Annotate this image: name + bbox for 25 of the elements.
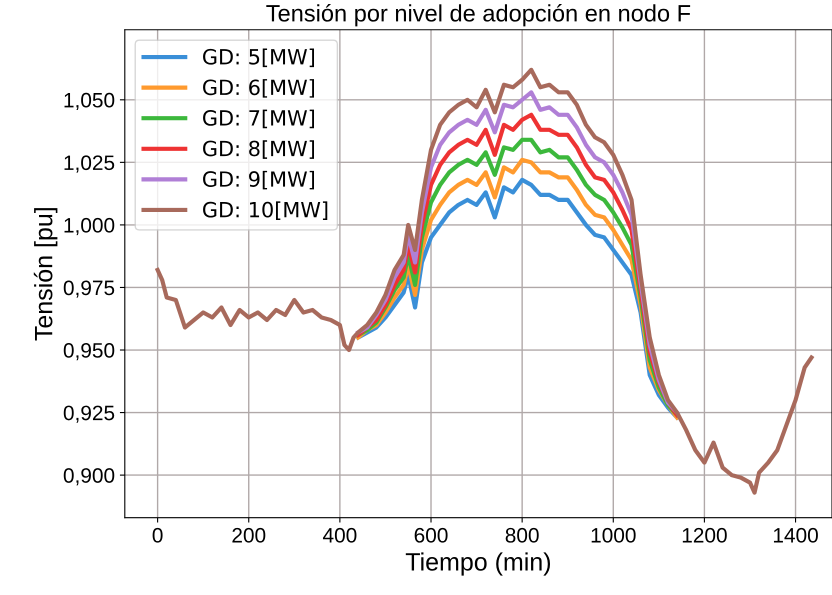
legend-label: GD: 10[MW]	[203, 201, 328, 220]
x-tick-label: 200	[232, 528, 266, 543]
y-tick-label: 1,025	[64, 155, 114, 173]
x-tick-label: 0	[152, 528, 163, 543]
legend-label: GD: 8[MW]	[203, 140, 314, 159]
y-axis-title: Tensión [pu]	[34, 208, 58, 341]
y-tick-label: 1,000	[64, 218, 114, 236]
y-tick-label: 0,950	[64, 343, 114, 360]
line-series	[156, 68, 814, 495]
legend-label: GD: 6[MW]	[203, 79, 314, 98]
y-tick-label: 0,975	[64, 280, 114, 298]
y-tick-label: 1,050	[64, 92, 114, 110]
legend-label: GD: 9[MW]	[203, 170, 314, 190]
x-tick-label: 600	[414, 528, 448, 543]
x-axis-title: Tiempo (min)	[406, 552, 550, 576]
x-tick-label: 800	[506, 528, 539, 543]
x-tick-label: 1400	[774, 528, 818, 543]
y-tick-label: 0,925	[64, 406, 114, 423]
chart-title: Tensión por nivel de adopción en nodo F	[266, 4, 690, 26]
legend-label: GD: 5[MW]	[203, 48, 314, 68]
legend-label: GD: 7[MW]	[203, 110, 314, 128]
y-tick-label: 0,900	[64, 468, 114, 486]
x-tick-label: 1200	[682, 528, 727, 543]
x-tick-label: 1000	[592, 528, 636, 543]
x-tick-label: 400	[322, 528, 356, 543]
